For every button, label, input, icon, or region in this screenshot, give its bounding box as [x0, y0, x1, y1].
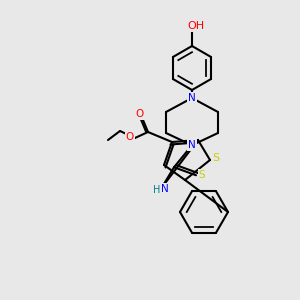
Text: S: S: [199, 170, 205, 180]
Text: N: N: [188, 93, 196, 103]
Text: H: H: [153, 185, 161, 195]
Text: N: N: [188, 140, 196, 150]
Text: N: N: [161, 184, 169, 194]
Text: O: O: [135, 109, 143, 119]
Text: O: O: [126, 132, 134, 142]
Text: S: S: [212, 153, 220, 163]
Text: OH: OH: [188, 21, 205, 31]
